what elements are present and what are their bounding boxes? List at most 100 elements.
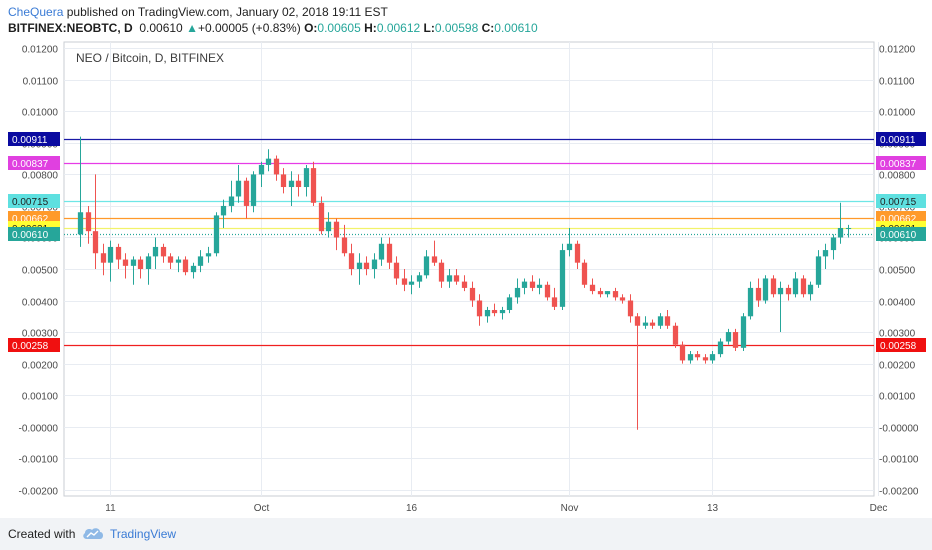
published-text: published on TradingView.com, January 02… xyxy=(66,5,388,19)
candle-body xyxy=(830,237,837,251)
candle-body xyxy=(672,325,679,345)
candle-body xyxy=(333,221,340,238)
high-value: 0.00612 xyxy=(376,21,421,35)
candle-body xyxy=(145,256,152,269)
level-price-label-left: 0.00610 xyxy=(12,230,49,241)
candle-body xyxy=(446,275,453,282)
candle-body xyxy=(431,256,438,263)
candle-body xyxy=(837,228,844,238)
last-price: 0.00610 xyxy=(139,21,183,35)
low-value: 0.00598 xyxy=(434,21,479,35)
y-tick-label-right: 0.00100 xyxy=(879,392,916,403)
candle-body xyxy=(822,250,829,257)
y-tick-label-right: 0.00500 xyxy=(879,266,916,277)
candle-body xyxy=(190,265,197,273)
candle-body xyxy=(303,168,310,188)
candle-body xyxy=(687,354,694,361)
candle-body xyxy=(747,287,754,317)
candle-body xyxy=(235,180,242,197)
candle-body xyxy=(325,221,332,232)
level-price-label-left-bg xyxy=(8,194,60,208)
candle-body xyxy=(423,256,430,276)
y-tick-label-left: 0.00400 xyxy=(22,298,59,309)
y-tick-label-right: 0.01000 xyxy=(879,108,916,119)
author-link[interactable]: CheQuera xyxy=(8,5,64,19)
tradingview-cloud-icon[interactable] xyxy=(82,526,104,540)
candle-body xyxy=(401,278,408,285)
high-label: H: xyxy=(364,21,377,35)
candle-body xyxy=(506,297,513,310)
tradingview-brand-link[interactable]: TradingView xyxy=(110,527,177,541)
candle-body xyxy=(740,316,747,348)
open-label: O: xyxy=(304,21,318,35)
level-price-label-left-bg xyxy=(8,132,60,146)
candle-body xyxy=(310,168,317,203)
y-tick-label-left: 0.00200 xyxy=(22,361,59,372)
y-tick-label-left: 0.01100 xyxy=(23,77,59,88)
footer-bar: Created with TradingView xyxy=(0,518,932,550)
candle-body xyxy=(679,344,686,361)
candle-body xyxy=(694,354,701,358)
candle-body xyxy=(529,281,536,288)
low-label: L: xyxy=(423,21,435,35)
y-tick-label-left: -0.00000 xyxy=(19,424,59,435)
candle-body xyxy=(785,287,792,295)
candle-body xyxy=(348,253,355,269)
level-price-label-right: 0.00662 xyxy=(880,214,917,225)
candle-body xyxy=(122,259,129,266)
candle-body xyxy=(845,228,852,230)
candle-body xyxy=(725,332,732,342)
level-price-label-left: 0.00837 xyxy=(12,159,49,170)
level-price-label-right: 0.00258 xyxy=(880,341,917,352)
candle-body xyxy=(205,253,212,257)
level-price-label-right: 0.00911 xyxy=(880,135,916,146)
level-price-label-left-bg xyxy=(8,227,60,241)
y-tick-label-right: 0.00800 xyxy=(879,171,916,182)
candle-body xyxy=(551,297,558,307)
price-chart[interactable]: 0.01200 0.01200 0.01100 0.01100 0.01000 0.010… xyxy=(0,0,932,518)
candle-body xyxy=(100,253,107,263)
level-price-label-left: 0.00258 xyxy=(12,341,49,352)
level-price-label-right-bg xyxy=(876,156,926,170)
candle-body xyxy=(536,284,543,288)
candle-body xyxy=(770,278,777,295)
candle-body xyxy=(280,174,287,188)
x-tick-label: Dec xyxy=(870,503,888,514)
candle-body xyxy=(92,231,99,254)
candle-body xyxy=(777,287,784,295)
candle-body xyxy=(589,284,596,292)
candle-body xyxy=(499,309,506,314)
candle-body xyxy=(657,316,664,326)
y-tick-label-left: 0.00100 xyxy=(22,392,59,403)
candle-body xyxy=(393,262,400,279)
symbol-label[interactable]: BITFINEX:NEOBTC, D xyxy=(8,21,133,35)
y-tick-label-left: 0.01000 xyxy=(22,108,59,119)
candle-body xyxy=(574,243,581,263)
candle-body xyxy=(800,278,807,295)
candle-body xyxy=(521,281,528,288)
level-price-label-right: 0.00715 xyxy=(880,197,917,208)
candle-body xyxy=(559,250,566,307)
close-value: 0.00610 xyxy=(494,21,538,35)
candle-body xyxy=(295,180,302,188)
candle-body xyxy=(213,215,220,254)
candle-body xyxy=(258,164,265,175)
y-tick-label-left: -0.00200 xyxy=(19,487,59,498)
candle-body xyxy=(115,246,122,260)
candle-body xyxy=(243,180,250,206)
candle-body xyxy=(416,275,423,282)
x-tick-label: 11 xyxy=(105,503,116,514)
level-price-label-right-bg xyxy=(876,132,926,146)
candle-body xyxy=(612,291,619,298)
open-value: 0.00605 xyxy=(317,21,361,35)
x-tick-label: Nov xyxy=(561,503,579,514)
candle-body xyxy=(619,297,626,301)
candle-body xyxy=(634,316,641,326)
level-price-label-right-bg xyxy=(876,338,926,352)
candle-body xyxy=(273,158,280,175)
y-tick-label-left: 0.00800 xyxy=(22,171,59,182)
candle-body xyxy=(581,262,588,285)
y-tick-label-right: -0.00100 xyxy=(879,455,919,466)
candle-body xyxy=(709,354,716,361)
y-tick-label-right: 0.00200 xyxy=(879,361,916,372)
